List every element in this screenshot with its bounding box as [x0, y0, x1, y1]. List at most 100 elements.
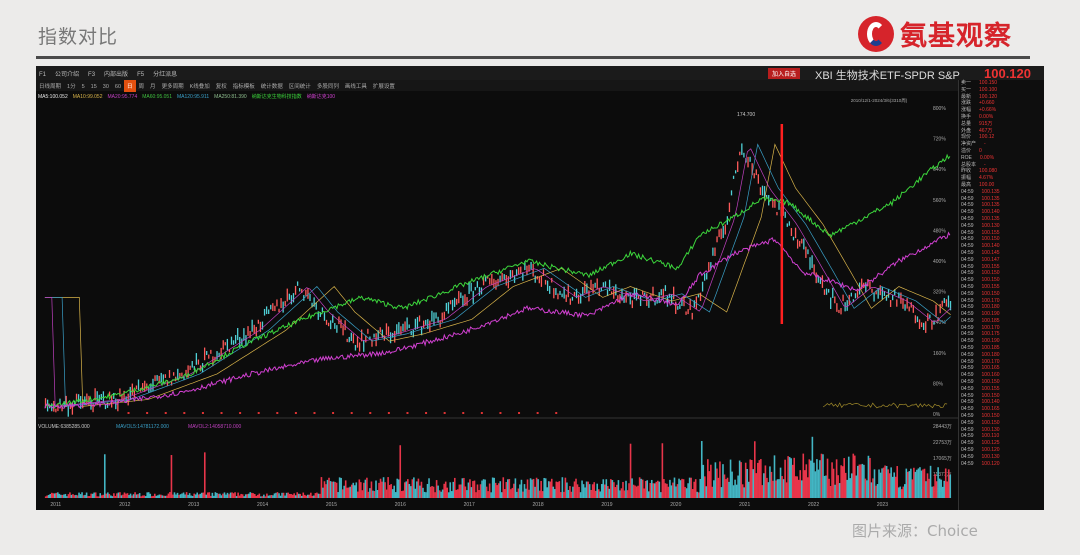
volume-bar	[378, 482, 380, 498]
volume-bar	[358, 479, 361, 498]
toolbar-item[interactable]: 统计数据	[260, 84, 283, 90]
candle	[518, 267, 520, 275]
toolbar-item[interactable]: 指标模板	[232, 84, 255, 90]
candle	[538, 276, 541, 284]
volume-bar	[423, 491, 426, 498]
quote-panel[interactable]: 卖一 100.150 买一 100.100 最新 100.120 涨跌 +0.660 涨幅 +0.…	[958, 80, 1044, 510]
quote-label: 04:59	[961, 365, 974, 372]
volume-bar	[722, 464, 724, 498]
x-tick-label: 2017	[464, 502, 475, 508]
volume-bar	[94, 492, 97, 498]
quote-value: 100.170	[981, 358, 1000, 365]
volume-bar	[811, 436, 814, 498]
quote-label: 04:59	[961, 379, 974, 386]
toolbar-item[interactable]: 日线周期	[39, 84, 62, 90]
toolbar-item[interactable]: 30	[102, 84, 109, 90]
volume-bar	[222, 493, 224, 498]
volume-bar	[623, 490, 626, 498]
menu-item[interactable]: F1	[39, 72, 47, 78]
candle	[513, 275, 516, 283]
candle	[939, 303, 941, 314]
volume-bar	[707, 459, 709, 498]
toolbar-item[interactable]: 月	[150, 84, 156, 90]
toolbar-item[interactable]: 多股同列	[316, 84, 339, 90]
quote-row: 04:59 100.175	[959, 331, 1044, 338]
toolbar-item[interactable]: 复权	[215, 84, 227, 90]
candle	[801, 238, 803, 244]
candle	[466, 297, 468, 306]
volume-bar	[714, 462, 717, 498]
x-tick-label: 2020	[670, 502, 681, 508]
volume-bar	[326, 479, 329, 498]
menu-item[interactable]: F3	[88, 72, 96, 78]
quote-row: 涨幅 +0.66%	[959, 107, 1044, 114]
toolbar-item[interactable]: 周	[138, 84, 145, 90]
volume-bar	[210, 495, 212, 498]
y-tick-label: 240%	[933, 320, 946, 326]
volume-bar	[240, 493, 242, 498]
quote-value: 100.180	[981, 351, 1000, 358]
toolbar-item[interactable]: 1分	[67, 84, 76, 90]
menu-item[interactable]: 分红派息	[153, 72, 178, 78]
volume-bar	[49, 494, 52, 498]
volume-bar	[463, 477, 465, 498]
volume-bar	[367, 491, 370, 498]
toolbar-item[interactable]: 更多周期	[161, 84, 184, 90]
toolbar-item[interactable]: 画线工具	[344, 84, 367, 90]
quote-label: 04:59	[961, 304, 974, 311]
toolbar-item[interactable]: 扩展设置	[372, 84, 395, 90]
candle	[710, 262, 712, 270]
candle	[270, 304, 272, 310]
image-source: 图片来源：Choice	[852, 522, 978, 540]
volume-bar	[893, 472, 895, 498]
add-watchlist-button[interactable]: 加入自选	[768, 68, 801, 79]
volume-bar	[196, 492, 199, 498]
volume-bar	[273, 493, 276, 498]
candle	[553, 288, 555, 299]
toolbar-item[interactable]: 15	[90, 84, 97, 90]
quote-value: 100.175	[981, 331, 1000, 338]
quote-row: 04:59 100.120	[959, 461, 1044, 468]
candle	[319, 312, 321, 317]
menu-item[interactable]: 公司介绍	[55, 72, 80, 78]
quote-label: 04:59	[961, 256, 974, 263]
candle	[515, 269, 518, 277]
toolbar-item[interactable]: 区间统计	[288, 84, 311, 90]
event-marker	[239, 412, 242, 414]
quote-value: 100.170	[981, 324, 1000, 331]
toolbar-item[interactable]: K线叠加	[189, 84, 210, 90]
candle	[635, 287, 638, 301]
quote-row: 04:59 100.125	[959, 440, 1044, 447]
candle	[363, 340, 365, 352]
toolbar-item[interactable]: 日	[124, 80, 136, 92]
candle	[237, 328, 239, 341]
candle	[57, 403, 59, 412]
quote-value: 100.120	[981, 447, 1000, 454]
quote-row: 04:59 100.170	[959, 359, 1044, 366]
quote-row: 04:59 100.150	[959, 236, 1044, 243]
quote-row: 04:59 100.170	[959, 298, 1044, 305]
volume-bar	[938, 478, 941, 498]
volume-bar	[560, 492, 562, 498]
volume-bar	[297, 493, 300, 498]
candle	[261, 321, 264, 330]
candle	[639, 294, 642, 307]
toolbar-item[interactable]: 5	[81, 84, 85, 90]
candle	[670, 294, 673, 304]
volume-bar	[158, 494, 161, 498]
price-chart[interactable]: 800% 720% 640% 560% 480% 400% 320% 240% 160% 80% 0…	[36, 66, 958, 510]
candle	[474, 287, 476, 291]
event-marker	[387, 412, 390, 414]
candle	[96, 391, 98, 402]
volume-bar	[588, 484, 591, 498]
toolbar-item[interactable]: 60	[114, 84, 122, 90]
volume-bar	[258, 493, 261, 498]
menu-item[interactable]: 内部出版	[104, 72, 129, 78]
menu-item[interactable]: F5	[137, 72, 145, 78]
candle	[55, 408, 57, 413]
quote-label: 04:59	[961, 270, 974, 277]
volume-bar	[52, 493, 55, 498]
volume-bar	[275, 492, 277, 498]
volume-bar	[46, 495, 49, 498]
volume-bar	[291, 494, 294, 498]
